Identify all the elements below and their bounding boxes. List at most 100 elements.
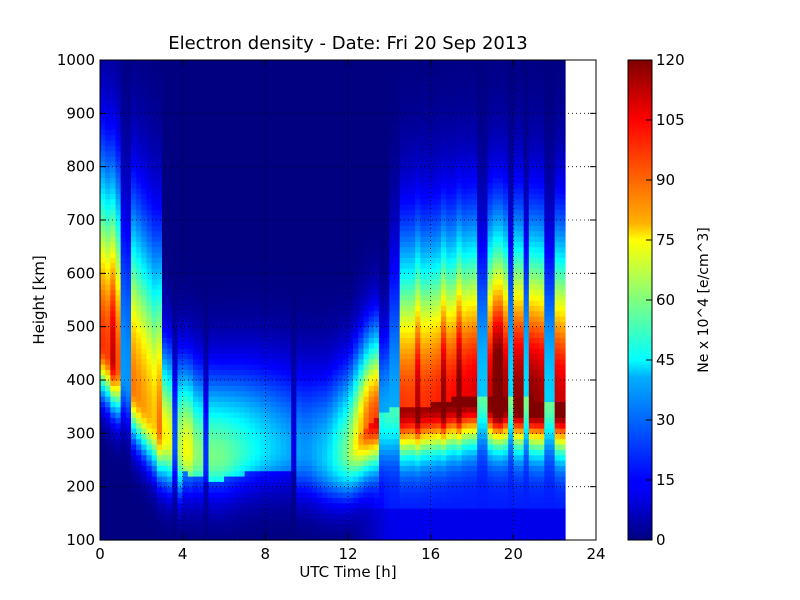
heat-cell [229,86,235,93]
heat-cell [218,417,225,424]
heat-cell [306,465,313,472]
heat-cell [172,502,179,509]
heat-cell [337,508,344,514]
heat-cell [358,124,365,130]
heat-cell [136,412,142,418]
heat-cell [373,401,380,408]
heat-cell [167,481,173,488]
heat-cell [156,316,163,322]
heat-cell [131,492,137,498]
heat-cell [151,358,158,365]
heat-cell [368,513,375,520]
heat-cell [275,86,282,93]
heat-cell [327,460,334,466]
heat-cell [342,220,349,226]
heat-cell [358,470,365,477]
heat-cell [105,230,111,237]
heat-cell [125,390,132,397]
heat-cell [280,428,287,434]
heat-cell [358,241,365,248]
heat-cell [317,492,323,498]
heat-cell [162,145,168,152]
heat-cell [203,236,210,242]
heat-cell [317,113,323,120]
heat-cell [120,166,127,173]
heat-cell [120,134,127,141]
heat-cell [182,369,189,376]
heat-cell [162,353,168,360]
heat-cell [270,390,277,397]
heat-cell [270,278,277,285]
heat-cell [105,332,111,338]
heat-cell [311,262,318,269]
heat-cell [348,70,354,77]
heat-cell [255,177,261,184]
heat-cell [260,342,266,349]
heat-cell [131,428,137,434]
heat-cell [218,102,225,109]
heat-cell [244,326,251,333]
heat-cell [193,214,199,221]
heat-cell [203,454,210,461]
heat-cell [368,241,375,248]
heat-cell [218,188,225,194]
heat-cell [136,252,142,258]
heat-cell [373,460,380,466]
heat-cell [172,60,179,66]
heat-cell [146,428,153,434]
heat-cell [125,502,132,509]
heat-cell [327,502,334,509]
heat-cell [187,236,194,242]
heat-cell [187,182,194,189]
heat-cell [141,374,148,381]
heat-cell [373,321,380,328]
heat-cell [348,113,354,120]
heat-cell [280,481,287,488]
heat-cell [332,524,339,530]
heat-cell [265,406,272,413]
heat-cell [193,294,199,301]
heat-cell [151,252,158,258]
heat-cell [327,513,334,520]
heat-cell [141,412,148,418]
heat-cell [182,300,189,306]
heat-cell [286,369,292,376]
heat-cell [141,529,148,536]
heat-cell [327,246,334,253]
heat-cell [198,481,204,488]
heat-cell [198,417,204,424]
heat-cell [224,278,230,285]
heat-cell [131,289,137,296]
heat-cell [167,166,173,173]
heat-cell [311,364,318,370]
heat-cell [110,348,117,354]
heat-cell [384,460,390,466]
heat-cell [151,348,158,354]
heat-cell [317,129,323,136]
heat-cell [213,220,220,226]
heat-cell [105,236,111,242]
heat-cell [353,369,359,376]
heat-cell [249,417,256,424]
heat-cell [115,374,122,381]
heat-cell [224,438,230,445]
heat-cell [187,332,194,338]
heat-cell [265,449,272,456]
heat-cell [115,182,122,189]
heat-cell [151,390,158,397]
heat-cell [120,305,127,312]
heat-cell [265,358,272,365]
heat-cell [115,470,122,477]
heat-cell [291,150,297,157]
heat-cell [265,241,272,248]
heat-cell [255,486,261,493]
heat-cell [120,508,127,514]
heat-cell [131,497,137,504]
heat-cell [239,294,246,301]
heat-cell [120,422,127,429]
heat-cell [306,209,313,216]
heat-cell [249,124,256,130]
heat-cell [182,102,189,109]
heat-cell [239,476,246,482]
